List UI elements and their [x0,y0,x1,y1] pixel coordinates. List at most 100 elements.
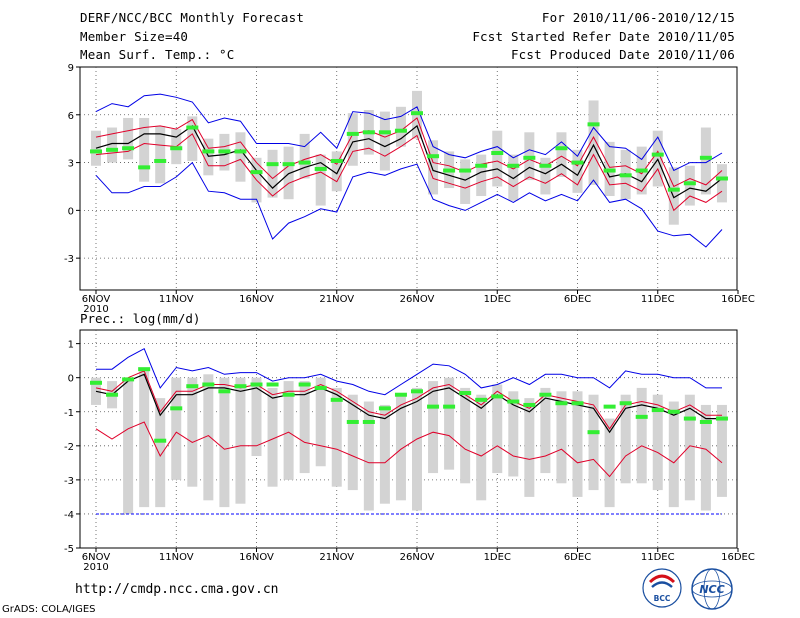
temperature-observation-mark [218,149,231,154]
precipitation-spread-bar [476,394,487,501]
precipitation-observation-mark [443,404,456,409]
temperature-spread-bar [219,133,230,171]
precipitation-observation-mark [266,382,279,387]
temperature-observation-mark [443,168,456,173]
temperature-observation-mark [138,165,151,170]
temperature-spread-bar [620,149,631,200]
precipitation-spread-bar [652,394,663,491]
precipitation-ytick-label: -5 [64,544,74,555]
temperature-spread-bar [379,111,390,171]
precipitation-ytick-label: -4 [64,510,74,521]
temperature-observation-mark [603,168,616,173]
temperature-observation-mark [170,146,183,151]
precipitation-spread-bar [412,387,422,511]
temperature-spread-bar [123,117,134,160]
temperature-spread-bar [668,167,679,225]
precipitation-observation-mark [683,416,696,421]
logos: BCC NCC [642,568,733,610]
precipitation-xtick-label: 11DEC [641,552,675,563]
temperature-observation-mark [330,158,343,163]
temperature-ytick-label: -3 [64,254,74,265]
temperature-observation-mark [394,128,407,133]
temperature-spread-bar [460,159,471,204]
temperature-outer-lower-line [95,161,723,248]
header-start-date: Fcst Started Refer Date 2010/11/05 [472,29,735,44]
precipitation-inner-lower-line [95,421,723,478]
precipitation-spread-bar [171,377,182,480]
temperature-spread-bar [171,129,182,165]
precipitation-spread-bar [508,391,519,477]
precipitation-spread-bar [203,374,214,501]
temperature-xtick-label: 11NOV [159,294,194,305]
temperature-spread-bar [299,133,310,179]
precipitation-spread-bar [283,381,294,480]
temperature-mean-line [95,124,723,199]
precipitation-inner-upper-line [95,370,722,430]
precipitation-spread-bar [107,381,118,409]
ncc-logo-text: NCC [699,583,724,596]
temperature-xtick-label: 21NOV [319,294,354,305]
precipitation-spread-bar [299,381,310,474]
precipitation-xtick-label: 21NOV [319,552,354,563]
precipitation-spread-bar [668,401,679,508]
temperature-observation-mark [250,170,263,175]
temperature-ytick-label: 3 [68,159,74,170]
precipitation-observation-mark [282,392,295,397]
temperature-observation-mark [362,130,375,135]
precipitation-spread-bar [572,391,583,497]
temperature-ytick-label: 9 [68,63,74,74]
precipitation-spread-bar [540,387,551,474]
precipitation-spread-bar [235,377,246,504]
temperature-spread-bar [187,116,198,161]
temperature-spread-bar [283,146,294,200]
precipitation-panel-title: Prec.: log(mm/d) [80,311,201,326]
temperature-observation-mark [266,162,279,167]
precipitation-spread-bar [588,394,599,491]
temperature-observation-mark [202,149,215,154]
temperature-spread-bar [315,154,326,206]
precipitation-spread-bar [155,398,166,508]
precipitation-spread-bar [123,377,134,514]
temperature-observation-mark [459,168,472,173]
temperature-observation-mark [314,166,327,171]
precipitation-mean-line [95,373,722,434]
temperature-spread-bar [444,151,455,189]
precipitation-observation-mark [378,406,391,411]
precipitation-spread-bar [187,377,198,487]
precipitation-observation-mark [138,367,151,372]
temperature-observation-mark [122,146,135,151]
temperature-observation-mark [346,131,359,136]
temperature-panel-title: Mean Surf. Temp.: °C [80,47,235,62]
temperature-observation-mark [619,173,632,178]
precipitation-ytick-label: 0 [68,374,74,385]
temperature-spread-bar [700,127,711,195]
temperature-xtick-label: 16NOV [239,294,274,305]
precipitation-observation-mark [587,430,600,435]
precipitation-observation-mark [411,389,423,394]
temperature-ytick-label: 0 [68,206,74,217]
precipitation-observation-mark [667,409,680,414]
temperature-spread-bar [428,140,439,195]
precipitation-spread-bar [331,387,342,487]
temperature-xtick-label: 6NOV [82,294,111,305]
temperature-spread-bar [652,130,663,187]
footer-url[interactable]: http://cmdp.ncc.cma.gov.cn [75,582,279,597]
temperature-spread-bar [524,132,535,181]
temperature-observation-mark [427,154,440,159]
temperature-observation-mark [635,168,648,173]
precipitation-spread-bar [379,404,390,504]
temperature-spread-bar [556,132,567,177]
grads-credit: GrADS: COLA/IGES [2,604,96,615]
precipitation-spread-bar [251,377,262,457]
temperature-spread-bar [412,90,422,139]
precipitation-spread-bar [636,387,647,484]
precipitation-spread-bar [139,367,150,508]
temperature-observation-mark [507,163,520,168]
precipitation-observation-mark [635,414,648,419]
precipitation-observation-mark [715,416,728,421]
temperature-observation-mark [555,146,568,151]
precipitation-observation-mark [90,380,102,385]
precipitation-xtick-label: 26NOV [400,552,435,563]
